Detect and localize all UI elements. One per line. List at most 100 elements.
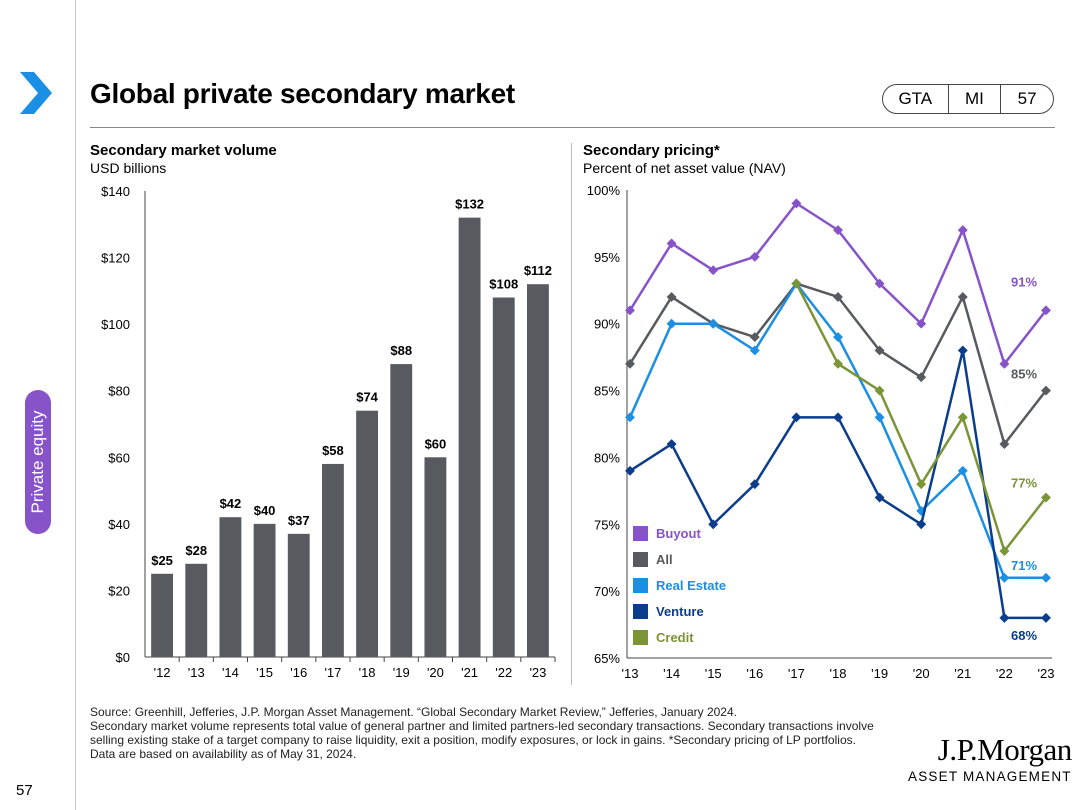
line-y-tick-label: 100% (587, 183, 621, 198)
line-y-tick-label: 65% (594, 651, 620, 666)
point-buyout (708, 265, 719, 276)
point-all (916, 372, 927, 383)
point-venture (666, 439, 677, 450)
line-chart-title: Secondary pricing* (583, 142, 720, 159)
bar-y-tick-label: $140 (101, 184, 130, 199)
bar (424, 457, 447, 657)
point-buyout (957, 225, 968, 236)
point-all (957, 292, 968, 302)
point-all (999, 439, 1010, 450)
logo-subline: ASSET MANAGEMENT (908, 769, 1072, 784)
bar (458, 217, 481, 657)
legend-label-credit: Credit (656, 630, 694, 645)
point-buyout (916, 318, 927, 329)
bar-data-label: $74 (356, 390, 378, 405)
bar-y-tick-label: $40 (108, 517, 130, 532)
bar-data-label: $40 (254, 503, 276, 518)
point-credit (874, 385, 885, 396)
title-rule (90, 127, 1055, 128)
point-all (666, 292, 677, 302)
point-real-estate (708, 318, 719, 329)
line-x-tick-label: '18 (830, 666, 847, 681)
point-venture (749, 479, 760, 490)
bar-y-tick-label: $20 (108, 583, 130, 598)
point-credit (833, 358, 843, 369)
bar-data-label: $108 (489, 277, 518, 292)
point-all (874, 345, 885, 356)
chart-divider (571, 143, 572, 685)
bar-y-tick-label: $80 (108, 384, 130, 399)
line-x-tick-label: '16 (746, 666, 763, 681)
tag-mi[interactable]: MI (947, 85, 1001, 113)
legend-swatch-real-estate (633, 578, 648, 593)
footnotes: Source: Greenhill, Jefferies, J.P. Morga… (90, 705, 900, 761)
point-buyout (749, 251, 760, 262)
bar-x-tick-label: '22 (495, 665, 512, 680)
point-buyout (833, 225, 843, 236)
bar-x-tick-label: '12 (154, 665, 171, 680)
point-venture (708, 519, 719, 530)
point-real-estate (1041, 572, 1051, 583)
section-tab[interactable]: Private equity (25, 390, 51, 534)
point-buyout (791, 198, 802, 209)
point-buyout (874, 278, 885, 289)
line-x-tick-label: '13 (622, 666, 639, 681)
point-venture (833, 412, 843, 423)
bar-data-label: $60 (425, 436, 447, 451)
bar-x-tick-label: '15 (256, 665, 273, 680)
bar (526, 284, 549, 657)
line-y-tick-label: 80% (594, 450, 620, 465)
end-label-real-estate: 71% (1011, 558, 1037, 573)
bar-chart-subtitle: USD billions (90, 160, 167, 176)
page-title: Global private secondary market (90, 78, 515, 109)
point-all (749, 332, 760, 343)
tag-gta[interactable]: GTA (898, 89, 933, 108)
point-all (833, 292, 843, 302)
left-rule (75, 0, 76, 810)
tag-page[interactable]: 57 (1000, 85, 1053, 113)
bar-x-tick-label: '17 (324, 665, 341, 680)
bar-y-tick-label: $0 (116, 650, 130, 665)
line-y-tick-label: 90% (594, 317, 620, 332)
jpmorgan-logo: J.P.Morgan ASSET MANAGEMENT (908, 733, 1072, 785)
point-buyout (666, 238, 677, 249)
bar-y-tick-label: $120 (101, 251, 130, 266)
line-y-tick-label: 95% (594, 250, 620, 265)
point-real-estate (666, 318, 677, 329)
bar-data-label: $28 (185, 543, 207, 558)
tag-group: GTA MI 57 (882, 84, 1054, 114)
line-x-tick-label: '21 (954, 666, 971, 681)
point-venture (999, 612, 1010, 623)
line-x-tick-label: '14 (663, 666, 680, 681)
point-real-estate (833, 332, 843, 343)
point-venture (916, 519, 927, 530)
legend-label-buyout: Buyout (656, 526, 701, 541)
bar (356, 410, 379, 657)
point-credit (999, 546, 1010, 556)
charts-canvas: $0 $20 $40 $60 $80 $100 $120 $140 $25 '12 $28 '13 $4… (101, 183, 1055, 681)
point-credit (916, 479, 927, 490)
point-real-estate (749, 345, 760, 356)
line-chart-subtitle: Percent of net asset value (NAV) (583, 160, 786, 176)
bar-x-tick-label: '20 (427, 665, 444, 680)
bar-x-tick-label: '13 (188, 665, 205, 680)
bar (151, 573, 174, 657)
bar (287, 533, 310, 657)
end-label-venture: 68% (1011, 628, 1037, 643)
point-real-estate (625, 412, 635, 423)
bar-data-label: $132 (455, 197, 484, 212)
bar (185, 563, 208, 657)
line-x-tick-label: '15 (705, 666, 722, 681)
bar-x-tick-label: '21 (461, 665, 478, 680)
line-x-tick-label: '19 (871, 666, 888, 681)
legend-swatch-credit (633, 630, 648, 645)
line-y-tick-label: 70% (594, 584, 620, 599)
legend-label-venture: Venture (656, 604, 704, 619)
point-buyout (625, 305, 635, 316)
bar-data-label: $58 (322, 443, 344, 458)
line-x-tick-label: '23 (1038, 666, 1055, 681)
chevron-right-icon (20, 72, 52, 114)
bar-x-tick-label: '14 (222, 665, 239, 680)
bar-x-tick-label: '19 (393, 665, 410, 680)
legend-swatch-all (633, 552, 648, 567)
